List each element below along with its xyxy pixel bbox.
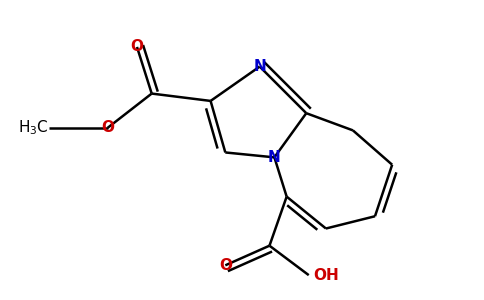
- Text: H$_3$C: H$_3$C: [18, 118, 49, 137]
- Text: O: O: [131, 39, 143, 54]
- Text: N: N: [268, 150, 281, 165]
- Text: N: N: [253, 59, 266, 74]
- Text: O: O: [219, 258, 232, 273]
- Text: O: O: [101, 120, 114, 135]
- Text: OH: OH: [314, 268, 339, 283]
